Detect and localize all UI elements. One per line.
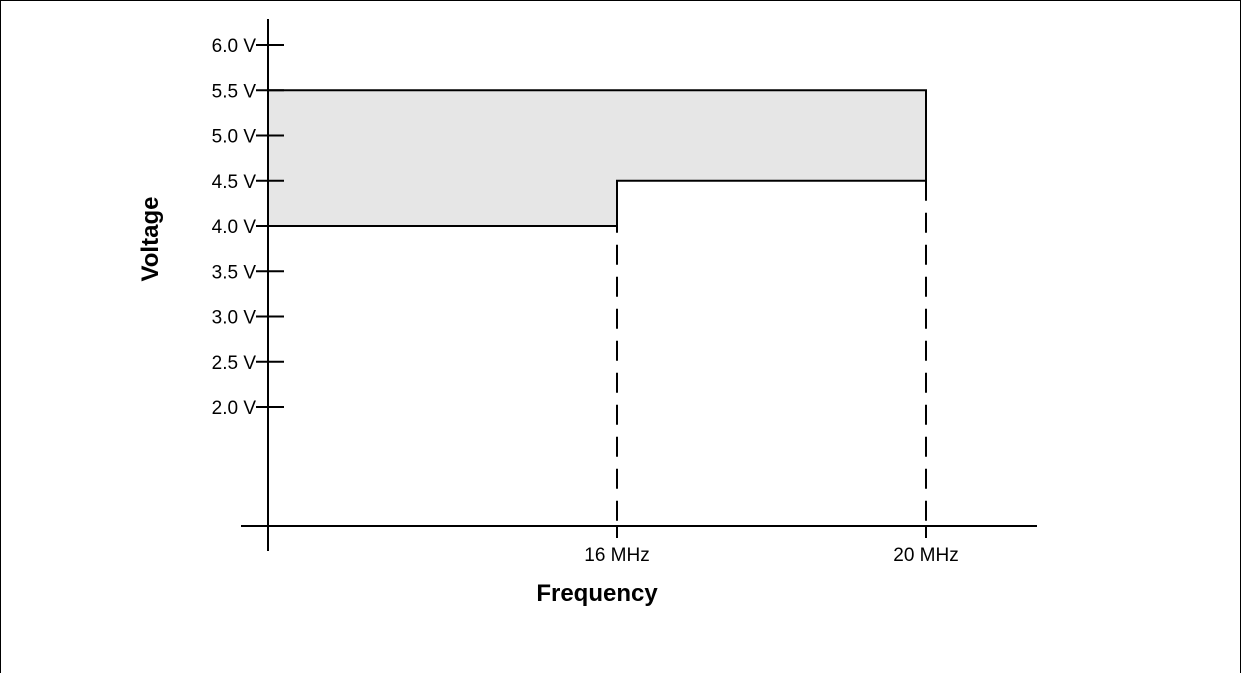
y-tick-label: 4.0 V: [212, 217, 257, 238]
y-tick-label: 5.5 V: [212, 81, 257, 102]
y-tick-label: 3.5 V: [212, 262, 257, 283]
y-tick-label: 5.0 V: [212, 127, 257, 148]
x-axis-title: Frequency: [536, 580, 658, 607]
y-tick-label: 2.0 V: [212, 398, 257, 419]
y-tick-label: 2.5 V: [212, 353, 257, 374]
y-axis-title: Voltage: [137, 197, 164, 282]
x-tick-label: 16 MHz: [584, 545, 649, 566]
y-tick-label: 4.5 V: [212, 172, 257, 193]
y-tick-label: 6.0 V: [212, 36, 257, 57]
x-tick-label: 20 MHz: [893, 545, 958, 566]
y-tick-label: 3.0 V: [212, 308, 257, 329]
safe-operating-region: [267, 89, 927, 227]
